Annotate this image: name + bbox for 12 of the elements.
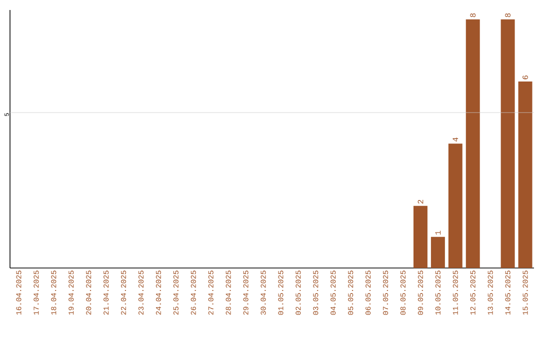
data-label: 6 [522,76,528,80]
data-label: 8 [470,13,476,18]
bar [413,206,428,268]
data-label: 4 [452,138,458,142]
bar [518,81,532,268]
data-label: 8 [505,13,511,18]
data-label: 1 [435,230,441,235]
bar [466,19,480,268]
data-label: 2 [418,200,424,204]
bar [500,19,515,268]
bar [448,144,462,268]
bar [430,236,445,268]
